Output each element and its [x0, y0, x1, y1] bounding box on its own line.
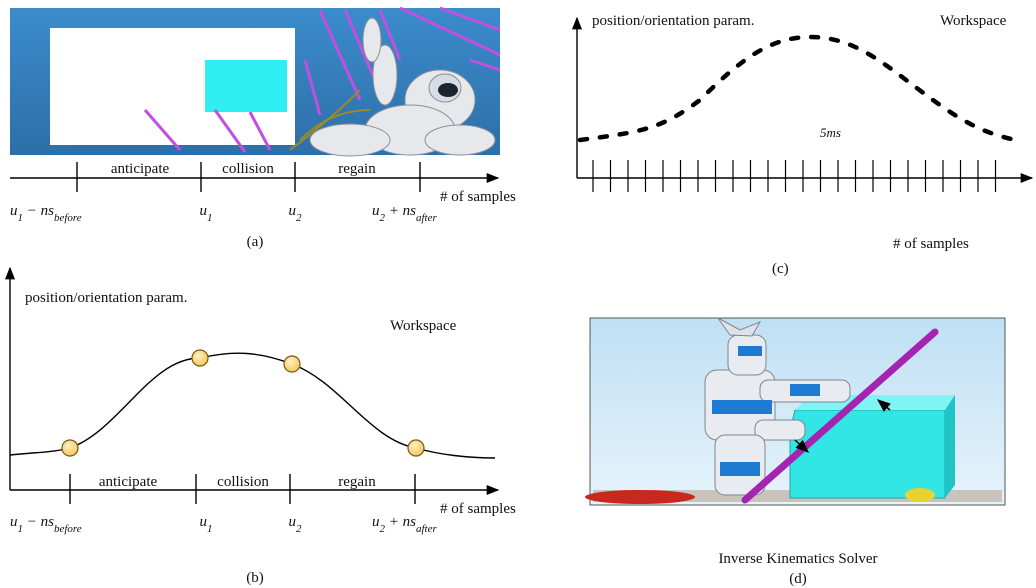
subscript: 2: [296, 523, 302, 535]
axis-label: # of samples: [440, 501, 516, 517]
label-part: u: [372, 203, 380, 219]
sample-point: [284, 356, 300, 372]
tick-label: u2 + nsafter: [372, 514, 437, 535]
label-part: + ns: [385, 514, 416, 530]
subscript: 1: [207, 212, 213, 224]
sample-point: [62, 440, 78, 456]
segment-label: regain: [338, 474, 376, 490]
space-label: Workspace: [940, 13, 1007, 29]
segment-label: regain: [338, 161, 376, 177]
caption: (c): [772, 261, 789, 277]
axis-label: # of samples: [893, 236, 969, 252]
sample-point: [408, 440, 424, 456]
tick-label: u1: [200, 203, 213, 224]
figure: position/orientation param. Workspace po…: [0, 0, 1036, 588]
caption: (a): [247, 234, 264, 250]
label-part: u: [289, 203, 297, 219]
tick-label: u2: [289, 203, 303, 224]
subscript: 2: [296, 212, 302, 224]
label-part: u: [372, 514, 380, 530]
y-label: position/orientation param.: [25, 290, 187, 306]
segment-label: anticipate: [99, 474, 158, 490]
caption: (d): [789, 571, 807, 587]
label-part: u: [289, 514, 297, 530]
label-part: u: [200, 514, 208, 530]
segment-label: collision: [222, 161, 274, 177]
tick-label: u2 + nsafter: [372, 203, 437, 224]
label-part: u: [10, 203, 18, 219]
segment-label: collision: [217, 474, 269, 490]
ik-title: Inverse Kinematics Solver: [718, 551, 877, 567]
label-part: − ns: [23, 203, 54, 219]
sample-ticks: [593, 160, 996, 192]
tick-label: u1: [200, 514, 213, 535]
subscript: after: [416, 212, 437, 224]
segment-label: anticipate: [111, 161, 170, 177]
label-part: u: [200, 203, 208, 219]
label-part: u: [10, 514, 18, 530]
subscript: 1: [207, 523, 213, 535]
axis-label: # of samples: [440, 189, 516, 205]
caption: (b): [246, 570, 264, 586]
sample-point: [192, 350, 208, 366]
sample-points: [62, 350, 424, 456]
page: { "panel_a": { "segments": ["anticipate"…: [0, 0, 1036, 588]
simulation-image-a: [10, 8, 500, 156]
ik-image: [585, 318, 1005, 505]
tick-label: u1 − nsbefore: [10, 203, 82, 224]
space-label: Workspace: [390, 318, 457, 334]
dashed-trajectory: [580, 37, 1015, 140]
subscript: before: [54, 212, 82, 224]
y-label: position/orientation param.: [592, 13, 754, 29]
tick-label: u2: [289, 514, 303, 535]
label-part: + ns: [385, 203, 416, 219]
subscript: after: [416, 523, 437, 535]
tick-label: u1 − nsbefore: [10, 514, 82, 535]
label-part: − ns: [23, 514, 54, 530]
subscript: before: [54, 523, 82, 535]
interval-label: 5ms: [820, 125, 841, 140]
